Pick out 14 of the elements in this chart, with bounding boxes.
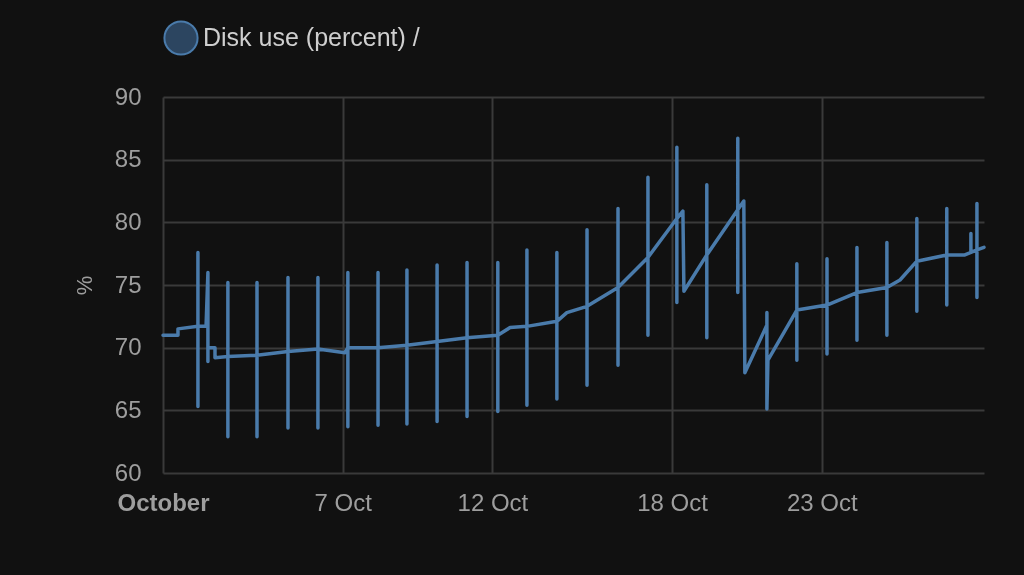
x-tick-label: 12 Oct [457,488,529,516]
y-axis-title: % [71,275,97,296]
legend-label: Disk use (percent) / [203,23,420,51]
x-tick-label: 7 Oct [314,488,373,516]
y-tick-label: 90 [114,82,142,110]
x-tick-label: 18 Oct [637,488,709,516]
y-tick-label: 85 [114,145,142,173]
y-tick-label: 60 [114,458,142,486]
y-tick-label: 80 [114,207,142,235]
y-tick-label: 75 [114,270,142,298]
y-tick-label: 65 [114,395,142,423]
x-tick-label: 23 Oct [786,488,858,516]
y-tick-label: 70 [114,333,142,361]
x-tick-label: October [117,488,210,516]
